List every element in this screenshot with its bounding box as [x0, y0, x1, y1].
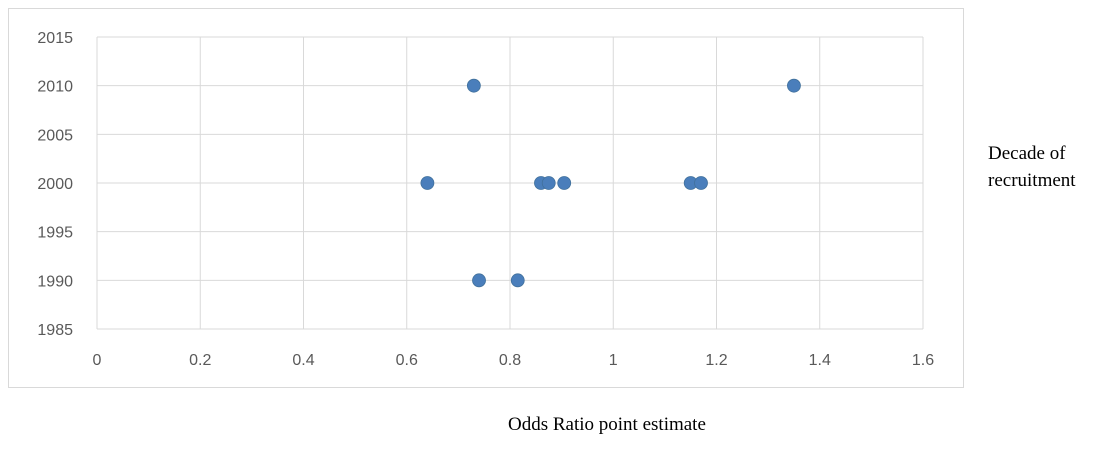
- data-point: [557, 176, 572, 190]
- y-tick-label: 2010: [37, 79, 73, 96]
- data-point: [541, 176, 556, 190]
- chart-area: 0 0.2 0.4 0.6 0.8 1 1.2 1.4 1.6 1985 1990 1995 2000 2…: [8, 8, 964, 388]
- scatter-plot: 0 0.2 0.4 0.6 0.8 1 1.2 1.4 1.6 1985 1990 1995 2000 2…: [37, 30, 934, 369]
- data-point: [510, 273, 525, 288]
- data-point: [466, 78, 481, 93]
- data-point: [472, 273, 486, 288]
- x-tick-label: 0.4: [292, 352, 314, 369]
- y-tick-label: 1985: [37, 322, 73, 339]
- y-tick-label: 2005: [37, 127, 73, 144]
- y-tick-label: 1990: [37, 273, 73, 290]
- y-tick-label: 2015: [37, 30, 73, 47]
- x-tick-label: 1.4: [809, 352, 831, 369]
- x-tick-label: 1.2: [705, 352, 727, 369]
- x-tick-label: 0: [93, 352, 102, 369]
- x-tick-label: 1.6: [912, 352, 934, 369]
- data-point: [420, 176, 435, 190]
- x-tick-label: 1: [609, 352, 618, 369]
- data-point: [787, 78, 801, 93]
- y-tick-label: 2000: [37, 176, 73, 193]
- data-point: [694, 176, 708, 190]
- x-tick-label: 0.8: [499, 352, 521, 369]
- x-tick-label: 0.2: [189, 352, 211, 369]
- y-axis-title: Decade of recruitment: [988, 143, 1076, 191]
- x-axis-title: Odds Ratio point estimate: [508, 414, 706, 435]
- y-tick-label: 1995: [37, 225, 73, 242]
- x-tick-label: 0.6: [396, 352, 418, 369]
